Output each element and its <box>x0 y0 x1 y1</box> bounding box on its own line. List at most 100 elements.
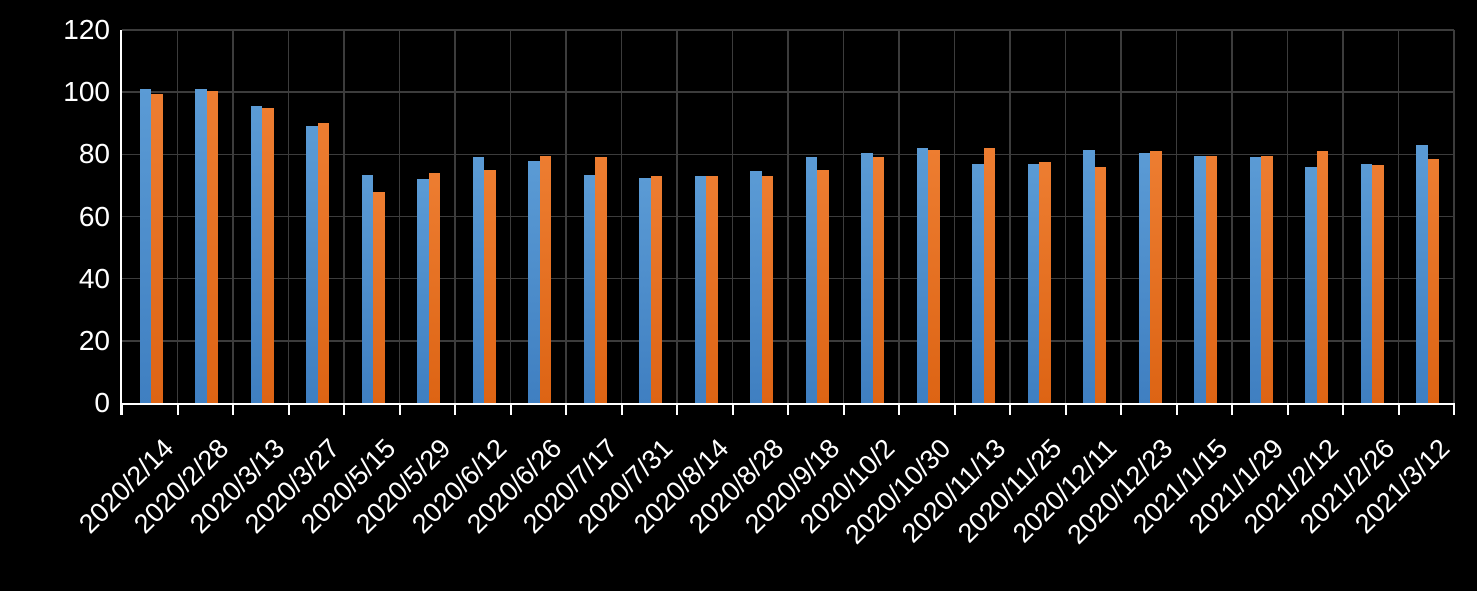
x-axis-tick <box>898 403 900 415</box>
x-axis-tick <box>287 403 290 415</box>
blue-series-bar <box>139 89 151 403</box>
orange-series-bar <box>1205 155 1217 403</box>
orange-series-bar <box>1427 158 1439 403</box>
x-axis-tick <box>842 403 845 415</box>
x-axis-tick <box>1009 403 1011 415</box>
blue-series-bar <box>528 160 540 403</box>
blue-series-bar <box>250 106 262 403</box>
vertical-gridline <box>1064 30 1067 403</box>
vertical-gridline <box>1342 30 1344 403</box>
vertical-gridline <box>509 30 512 403</box>
blue-series-bar <box>1083 149 1095 403</box>
vertical-gridline <box>898 30 900 403</box>
vertical-gridline <box>1009 30 1011 403</box>
vertical-gridline <box>1397 30 1400 403</box>
vertical-gridline <box>1453 30 1455 403</box>
y-axis-tick-label: 60 <box>78 200 110 232</box>
x-axis-tick <box>1231 403 1233 415</box>
orange-series-bar <box>317 123 329 403</box>
orange-series-bar <box>262 107 274 403</box>
x-axis-tick <box>676 403 678 415</box>
blue-series-bar <box>694 176 706 403</box>
orange-series-bar <box>872 157 884 403</box>
orange-series-bar <box>1372 165 1384 403</box>
orange-series-bar <box>1316 151 1328 403</box>
orange-series-bar <box>817 169 829 403</box>
x-axis-tick <box>454 403 456 415</box>
orange-series-bar <box>1261 155 1273 403</box>
blue-series-bar <box>805 157 817 403</box>
y-axis-tick-label: 40 <box>78 262 110 294</box>
blue-series-bar <box>639 177 651 403</box>
orange-series-bar <box>373 191 385 403</box>
vertical-gridline <box>398 30 401 403</box>
x-axis-tick <box>1342 403 1344 415</box>
x-axis-tick <box>620 403 623 415</box>
y-axis-line <box>120 30 122 415</box>
vertical-gridline <box>565 30 567 403</box>
blue-series-bar <box>472 157 484 403</box>
blue-series-bar <box>916 148 928 403</box>
vertical-gridline <box>620 30 623 403</box>
vertical-gridline <box>343 30 345 403</box>
vertical-gridline <box>1175 30 1178 403</box>
x-axis-tick <box>509 403 512 415</box>
x-axis-tick <box>1064 403 1067 415</box>
x-axis-tick <box>731 403 734 415</box>
orange-series-bar <box>539 155 551 403</box>
x-axis-tick <box>121 403 123 415</box>
blue-series-bar <box>750 171 762 403</box>
vertical-gridline <box>731 30 734 403</box>
blue-series-bar <box>1194 155 1206 403</box>
y-axis-tick-label: 80 <box>78 138 110 170</box>
blue-series-bar <box>861 152 873 403</box>
x-axis-tick <box>232 403 234 415</box>
x-axis-tick <box>343 403 345 415</box>
blue-series-bar <box>361 174 373 403</box>
blue-series-bar <box>1138 152 1150 403</box>
orange-series-bar <box>1150 151 1162 403</box>
x-axis-tick <box>398 403 401 415</box>
blue-series-bar <box>583 174 595 403</box>
blue-series-bar <box>306 126 318 403</box>
blue-series-bar <box>417 179 429 403</box>
x-axis-tick <box>1286 403 1289 415</box>
orange-series-bar <box>206 90 218 403</box>
y-axis-tick-label: 120 <box>63 14 110 45</box>
vertical-gridline <box>1286 30 1289 403</box>
vertical-gridline <box>787 30 789 403</box>
orange-series-bar <box>151 93 163 403</box>
x-axis-tick <box>1175 403 1178 415</box>
x-axis-tick <box>953 403 956 415</box>
blue-series-bar <box>1305 166 1317 403</box>
orange-series-bar <box>650 176 662 403</box>
blue-series-bar <box>1249 157 1261 403</box>
vertical-gridline <box>232 30 234 403</box>
orange-series-bar <box>983 148 995 403</box>
x-axis-tick <box>1120 403 1122 415</box>
x-axis-tick <box>1453 403 1455 415</box>
vertical-gridline <box>676 30 678 403</box>
vertical-gridline <box>454 30 456 403</box>
x-axis-tick <box>565 403 567 415</box>
y-axis-tick-label: 20 <box>78 324 110 356</box>
x-axis-tick <box>787 403 789 415</box>
orange-series-bar <box>1039 162 1051 403</box>
vertical-gridline <box>953 30 956 403</box>
y-axis-tick-label: 100 <box>63 76 110 108</box>
x-axis-tick <box>176 403 179 415</box>
vertical-gridline <box>1231 30 1233 403</box>
orange-series-bar <box>1094 166 1106 403</box>
orange-series-bar <box>761 176 773 403</box>
vertical-gridline <box>176 30 179 403</box>
orange-series-bar <box>595 157 607 403</box>
blue-series-bar <box>1027 163 1039 403</box>
blue-series-bar <box>1360 163 1372 403</box>
orange-series-bar <box>428 172 440 403</box>
y-axis-tick-label: 0 <box>94 387 110 418</box>
blue-series-bar <box>1416 145 1428 403</box>
x-axis-tick <box>1397 403 1400 415</box>
vertical-gridline <box>842 30 845 403</box>
vertical-gridline <box>287 30 290 403</box>
